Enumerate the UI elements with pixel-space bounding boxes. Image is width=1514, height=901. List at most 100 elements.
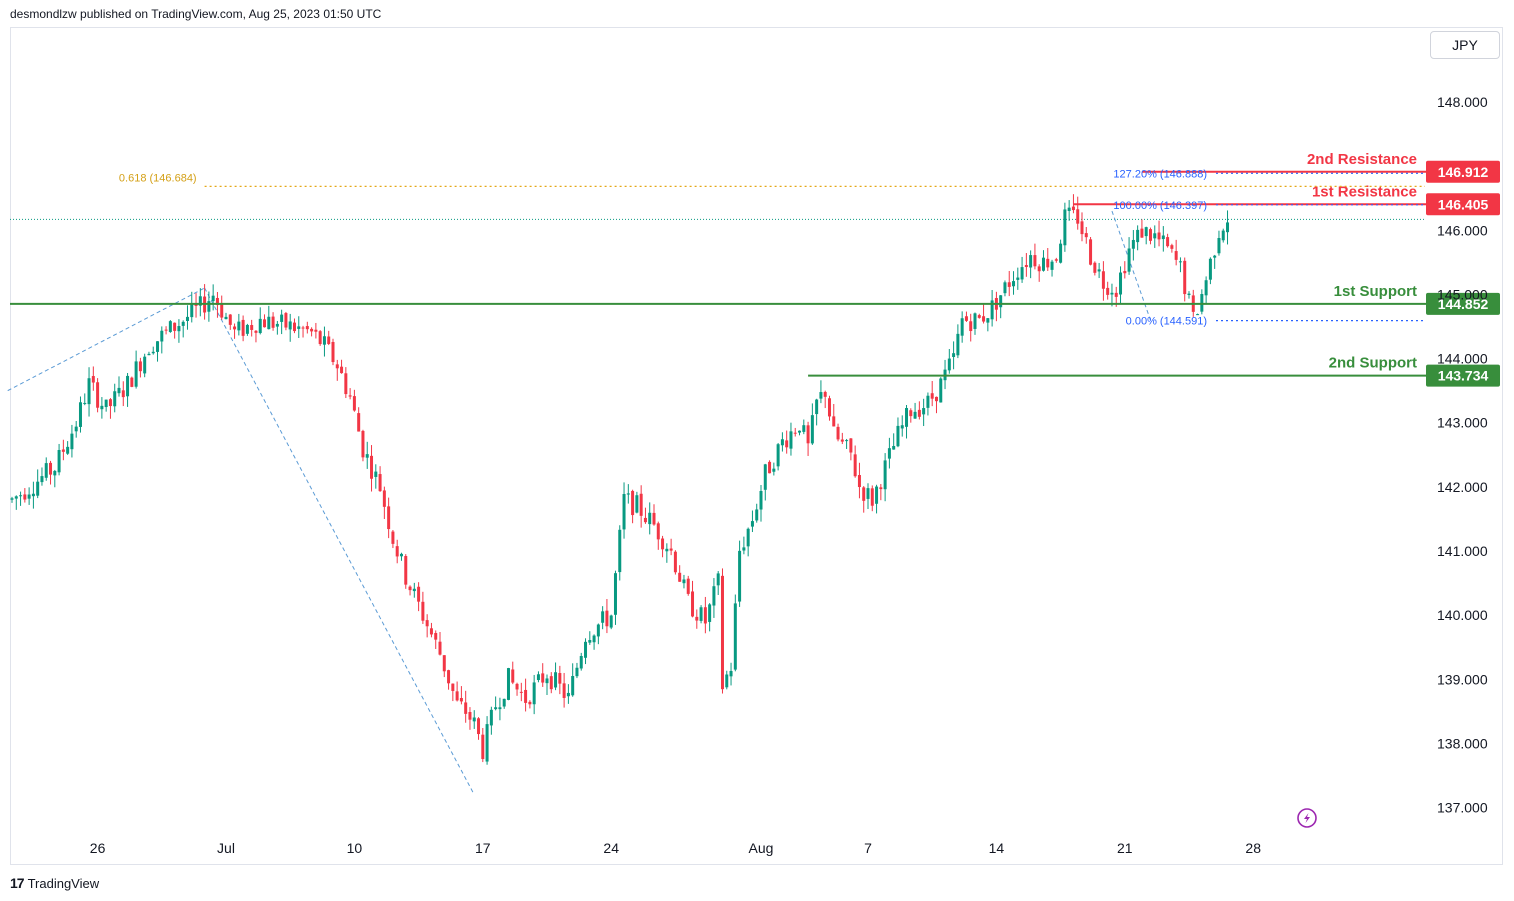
y-tick-label: 145.000 [1437, 286, 1488, 302]
candle [806, 421, 810, 456]
candle [1131, 230, 1135, 261]
candle [699, 605, 703, 624]
candle [425, 614, 429, 638]
candle-body [1063, 209, 1067, 246]
fib-levels: 0.618 (146.684) 127.20% (146.888) 100.00% … [119, 168, 1425, 328]
candle-body [1136, 229, 1140, 243]
candle-body [1089, 239, 1093, 265]
candle [502, 698, 506, 709]
candle-body [108, 399, 112, 407]
candle-body [220, 304, 224, 318]
candle-body [468, 711, 472, 720]
candle [1024, 253, 1028, 277]
candle [322, 326, 326, 357]
candle [344, 367, 348, 399]
candle-body [639, 493, 643, 516]
candle-body [421, 601, 425, 621]
candle [44, 457, 48, 481]
candle-body [23, 494, 27, 500]
candle-body [742, 547, 746, 551]
candle [532, 674, 536, 715]
candle [1080, 212, 1084, 242]
candle [1123, 261, 1127, 279]
candle [1183, 257, 1187, 302]
candle-body [609, 615, 613, 628]
candle-body [506, 668, 510, 700]
candle [541, 663, 545, 687]
candle [922, 398, 926, 427]
candle [438, 631, 442, 656]
candle-body [1131, 239, 1135, 249]
candle [896, 417, 900, 448]
candle-body [147, 353, 151, 356]
candle [207, 291, 211, 322]
candle [511, 661, 515, 685]
candle-body [879, 487, 883, 490]
candle-body [57, 449, 61, 473]
candle [1196, 313, 1200, 316]
candle [1213, 254, 1217, 269]
candle-body [126, 375, 130, 397]
candle-body [725, 674, 729, 688]
candle-body [613, 573, 617, 615]
candle-body [14, 496, 18, 499]
candle-body [417, 586, 421, 602]
candle-body [626, 493, 630, 495]
candle [1174, 239, 1178, 266]
currency-button[interactable]: JPY [1430, 31, 1500, 59]
candle [104, 399, 108, 412]
candle [271, 312, 275, 331]
candle-body [827, 398, 831, 417]
candle-body [772, 468, 776, 472]
candle-body [185, 316, 189, 322]
candle-body [399, 553, 403, 557]
candle [1041, 250, 1045, 272]
candle [61, 439, 65, 461]
candle [472, 710, 476, 729]
candle [1016, 267, 1020, 290]
lightning-icon[interactable] [1297, 808, 1317, 828]
candle [665, 543, 669, 563]
candle [442, 655, 446, 678]
candle [100, 397, 104, 419]
candle-body [815, 399, 819, 415]
candle-body [489, 709, 493, 726]
candle [643, 507, 647, 524]
candle-body [207, 301, 211, 312]
candle [408, 585, 412, 596]
candle [554, 662, 558, 691]
candle [185, 305, 189, 330]
candle-body [1226, 222, 1230, 233]
candle-body [1106, 287, 1110, 295]
tradingview-logo[interactable]: ⁠17 TradingView [10, 875, 99, 891]
candle-body [1054, 259, 1058, 261]
x-tick-label: 28 [1245, 840, 1261, 856]
tradingview-mark-icon: ⁠17 [10, 875, 25, 891]
levels: 2nd Resistance 146.912 1st Resistance 146.4… [10, 151, 1500, 387]
candle-body [1140, 228, 1144, 238]
candle-body [117, 387, 121, 394]
candle-body [631, 490, 635, 516]
candle [977, 313, 981, 319]
fib-label: 127.20% (146.888) [1113, 168, 1207, 180]
candle [14, 495, 18, 510]
candle-body [849, 438, 853, 453]
candle [545, 674, 549, 695]
tradingview-brand: TradingView [27, 875, 100, 891]
candle [181, 320, 185, 338]
candle [1003, 280, 1007, 297]
candle-body [1114, 292, 1118, 297]
candle [738, 540, 742, 607]
candle [836, 423, 840, 442]
candle-body [1101, 271, 1105, 289]
candle [827, 395, 831, 421]
candle-body [750, 521, 754, 527]
candle [1110, 283, 1114, 307]
candle-body [1148, 229, 1152, 241]
candle [725, 670, 729, 690]
candle-body [263, 319, 267, 328]
candle-body [759, 490, 763, 510]
candle [331, 338, 335, 366]
candle-body [1029, 255, 1033, 268]
